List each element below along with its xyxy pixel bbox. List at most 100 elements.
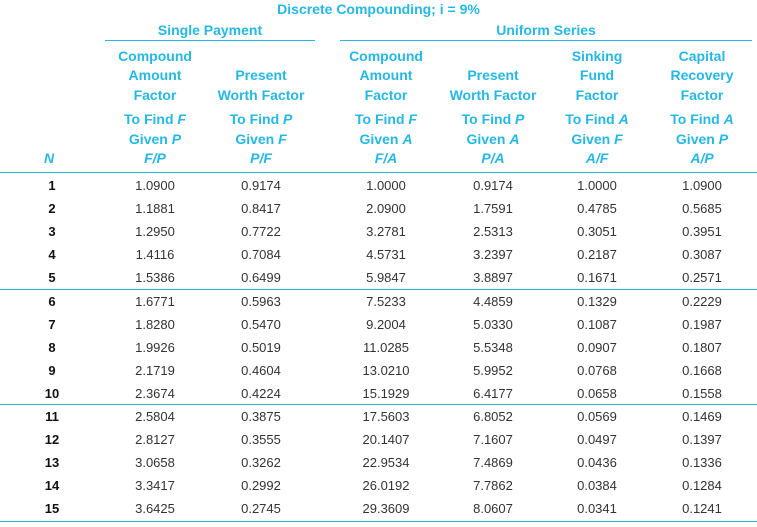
table-row: 6 1.6771 0.5963 7.5233 4.4859 0.1329 0.2229 — [0, 290, 757, 313]
table-cell-p-a: 7.1607 — [473, 432, 513, 447]
table-cell-f-a: 20.1407 — [362, 432, 410, 447]
table-cell-a-p: 0.3087 — [682, 247, 722, 262]
table-cell-f-a: 4.5731 — [366, 247, 406, 262]
table-cell-a-f: 0.0384 — [577, 478, 617, 493]
table-cell-a-p: 0.5685 — [682, 201, 722, 216]
col-1-name-line-2: Worth Factor — [217, 87, 305, 103]
table-cell-p-a: 8.0607 — [473, 501, 513, 516]
table-cell-a-p: 0.2571 — [682, 270, 722, 285]
table-cell-f-a: 15.1929 — [362, 386, 410, 401]
table-cell-f-p: 3.3417 — [135, 478, 175, 493]
table-cell-a-f: 0.0436 — [577, 455, 617, 470]
col-3-name-line-1: Present — [467, 67, 519, 83]
col-2-name-line-0: Compound — [349, 48, 423, 64]
table-row: 3 1.2950 0.7722 3.2781 2.5313 0.3051 0.3951 — [0, 220, 757, 243]
col-5-name-line-0: Capital — [678, 48, 726, 64]
table-cell-p-f: 0.2745 — [241, 501, 281, 516]
table-cell-a-f: 0.0907 — [577, 340, 617, 355]
row-n: 15 — [44, 501, 60, 516]
col-5-find-line-0: To Find A — [670, 111, 734, 127]
col-5-name-line-1: Recovery — [670, 67, 734, 83]
table-cell-f-a: 2.0900 — [366, 201, 406, 216]
table-cell-f-p: 1.2950 — [135, 224, 175, 239]
row-block-1: 1 1.0900 0.9174 1.0000 0.9174 1.0000 1.0900 2 1.… — [0, 174, 757, 289]
row-n: 8 — [48, 340, 56, 355]
row-n: 12 — [44, 432, 60, 447]
table-cell-a-p: 0.1241 — [682, 501, 722, 516]
table-row: 15 3.6425 0.2745 29.3609 8.0607 0.0341 0.1241 — [0, 497, 757, 520]
row-n: 13 — [44, 455, 60, 470]
row-separator-5 — [0, 289, 757, 290]
table-cell-a-p: 0.1397 — [682, 432, 722, 447]
table-cell-p-a: 5.5348 — [473, 340, 513, 355]
table-cell-f-a: 13.0210 — [362, 363, 410, 378]
table-cell-p-a: 3.8897 — [473, 270, 513, 285]
table-cell-a-p: 0.1668 — [682, 363, 722, 378]
table-cell-a-p: 0.1807 — [682, 340, 722, 355]
table-cell-f-a: 11.0285 — [362, 340, 410, 355]
table-row: 8 1.9926 0.5019 11.0285 5.5348 0.0907 0.1807 — [0, 336, 757, 359]
table-cell-f-p: 1.4116 — [135, 247, 175, 262]
row-separator-10 — [0, 404, 757, 405]
table-cell-p-a: 0.9174 — [473, 178, 513, 193]
table-cell-a-f: 0.1671 — [577, 270, 617, 285]
table-cell-f-p: 1.0900 — [135, 178, 175, 193]
table-cell-f-p: 1.9926 — [135, 340, 175, 355]
table-cell-a-f: 0.0497 — [577, 432, 617, 447]
col-0-find-line-1: Given P — [128, 131, 182, 147]
col-3-symbol: P/A — [481, 150, 505, 166]
table-row: 12 2.8127 0.3555 20.1407 7.1607 0.0497 0.1397 — [0, 428, 757, 451]
table-cell-p-f: 0.4224 — [241, 386, 281, 401]
table-cell-f-a: 5.9847 — [366, 270, 406, 285]
table-cell-a-p: 0.1469 — [682, 409, 722, 424]
group-uniform-series: Uniform Series — [496, 22, 596, 38]
table-cell-a-p: 0.1558 — [682, 386, 722, 401]
table-cell-p-a: 5.9952 — [473, 363, 513, 378]
table-cell-p-a: 7.4869 — [473, 455, 513, 470]
table-cell-p-a: 2.5313 — [473, 224, 513, 239]
group-uniform-underline — [340, 40, 752, 41]
table-cell-p-a: 7.7862 — [473, 478, 513, 493]
table-row: 7 1.8280 0.5470 9.2004 5.0330 0.1087 0.1987 — [0, 313, 757, 336]
table-cell-f-a: 1.0000 — [366, 178, 406, 193]
row-n: 7 — [48, 317, 56, 332]
table-cell-f-a: 26.0192 — [362, 478, 410, 493]
table-cell-a-f: 0.0569 — [577, 409, 617, 424]
table-cell-f-a: 9.2004 — [366, 317, 406, 332]
table-row: 9 2.1719 0.4604 13.0210 5.9952 0.0768 0.1668 — [0, 359, 757, 382]
col-0-name-line-0: Compound — [118, 48, 192, 64]
group-single-underline — [105, 40, 315, 41]
table-cell-p-a: 1.7591 — [473, 201, 513, 216]
table-cell-p-a: 4.4859 — [473, 294, 513, 309]
table-cell-a-p: 1.0900 — [682, 178, 722, 193]
row-n: 14 — [44, 478, 60, 493]
col-0-name-line-2: Factor — [133, 87, 177, 103]
row-n: 1 — [48, 178, 56, 193]
table-cell-a-f: 0.0341 — [577, 501, 617, 516]
table-cell-f-p: 2.1719 — [135, 363, 175, 378]
table-row: 11 2.5804 0.3875 17.5603 6.8052 0.0569 0.1469 — [0, 405, 757, 428]
table-cell-f-a: 7.5233 — [366, 294, 406, 309]
col-5-symbol: A/P — [690, 150, 714, 166]
row-block-2: 6 1.6771 0.5963 7.5233 4.4859 0.1329 0.2229 7 1.… — [0, 290, 757, 405]
table-row: 13 3.0658 0.3262 22.9534 7.4869 0.0436 0.1336 — [0, 451, 757, 474]
col-4-name-line-2: Factor — [575, 87, 619, 103]
table-row: 14 3.3417 0.2992 26.0192 7.7862 0.0384 0.1284 — [0, 474, 757, 497]
table-cell-p-a: 5.0330 — [473, 317, 513, 332]
row-block-3: 11 2.5804 0.3875 17.5603 6.8052 0.0569 0.1469 1… — [0, 405, 757, 520]
table-cell-f-p: 2.5804 — [135, 409, 175, 424]
table-cell-p-f: 0.6499 — [241, 270, 281, 285]
col-4-name-line-0: Sinking — [571, 48, 623, 64]
table-title: Discrete Compounding; i = 9% — [277, 1, 480, 17]
col-3-name-line-2: Worth Factor — [449, 87, 537, 103]
table-cell-a-f: 0.2187 — [577, 247, 617, 262]
col-4-find-line-1: Given F — [571, 131, 623, 147]
col-2-find-line-0: To Find F — [355, 111, 417, 127]
table-cell-a-p: 0.3951 — [682, 224, 722, 239]
row-n: 11 — [45, 409, 59, 424]
row-n: 4 — [48, 247, 56, 262]
table-cell-f-p: 3.6425 — [135, 501, 175, 516]
table-cell-a-f: 1.0000 — [577, 178, 617, 193]
col-0-symbol: F/P — [144, 150, 166, 166]
table-cell-p-a: 6.4177 — [473, 386, 513, 401]
